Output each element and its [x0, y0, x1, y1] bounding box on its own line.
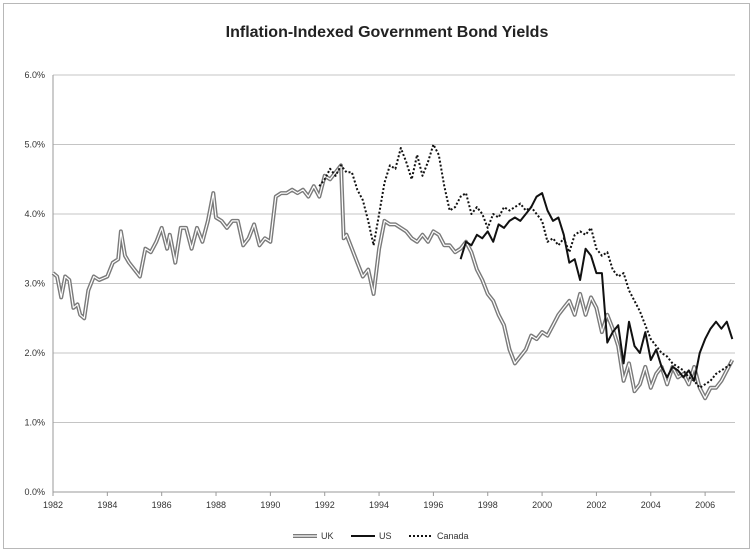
y-tick-label: 2.0% — [24, 348, 45, 358]
x-tick-label: 2004 — [641, 500, 661, 510]
x-tick-label: 1994 — [369, 500, 389, 510]
x-tick-label: 2002 — [586, 500, 606, 510]
series-layer — [51, 143, 735, 401]
x-tick-label: 1996 — [423, 500, 443, 510]
chart-title: Inflation-Indexed Government Bond Yields — [226, 24, 549, 41]
y-tick-label: 3.0% — [24, 279, 45, 289]
series-us-line — [459, 192, 734, 382]
x-tick-label: 2000 — [532, 500, 552, 510]
x-tick-label: 1982 — [43, 500, 63, 510]
x-tick-label: 1988 — [206, 500, 226, 510]
grid-lines — [52, 74, 735, 493]
legend-label-uk: UK — [321, 531, 334, 541]
series-uk-line — [51, 163, 735, 401]
x-axis-ticks: 1982 1984 1986 1988 1990 1992 1994 1996 1998 2000… — [43, 492, 715, 510]
y-tick-label: 4.0% — [24, 209, 45, 219]
x-tick-label: 1998 — [478, 500, 498, 510]
x-tick-label: 1990 — [260, 500, 280, 510]
y-tick-label: 5.0% — [24, 140, 45, 150]
y-tick-label: 1.0% — [24, 418, 45, 428]
x-tick-label: 1992 — [315, 500, 335, 510]
y-tick-label: 0.0% — [24, 487, 45, 497]
legend: UK US Canada — [293, 531, 469, 541]
x-tick-label: 1984 — [97, 500, 117, 510]
legend-label-us: US — [379, 531, 392, 541]
y-axis-ticks: 0.0% 1.0% 2.0% 3.0% 4.0% 5.0% 6.0% — [24, 70, 45, 497]
x-tick-label: 1986 — [152, 500, 172, 510]
legend-label-canada: Canada — [437, 531, 469, 541]
series-canada-line — [318, 143, 733, 389]
y-tick-label: 6.0% — [24, 70, 45, 80]
x-tick-label: 2006 — [695, 500, 715, 510]
